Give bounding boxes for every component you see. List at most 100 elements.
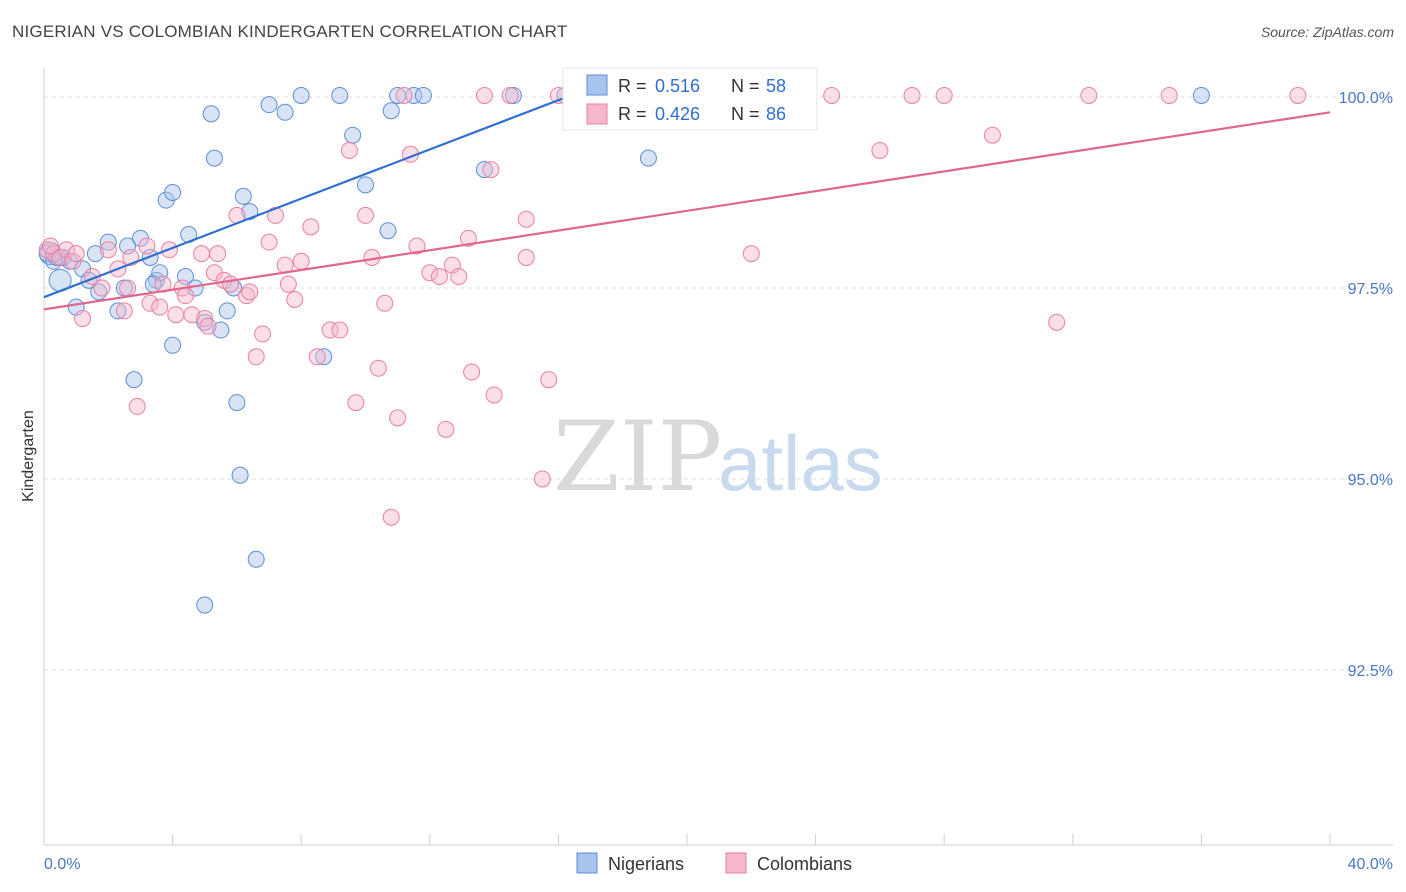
grid-lines <box>44 96 1393 671</box>
colombian-point <box>141 294 159 312</box>
colombian-point <box>167 306 185 324</box>
legend-r-value-2: 0.426 <box>655 104 700 124</box>
legend-r-value-1: 0.516 <box>655 76 700 96</box>
colombian-point <box>430 268 448 286</box>
colombian-point <box>193 245 211 263</box>
colombian-point <box>501 86 519 104</box>
stats-legend: R = 0.516 N = 58 R = 0.426 N = 86 <box>562 67 818 131</box>
nigerian-point <box>86 245 104 263</box>
legend-r-label-2: R = <box>618 104 647 124</box>
chart-title: NIGERIAN VS COLOMBIAN KINDERGARTEN CORRE… <box>12 22 568 41</box>
bottom-legend-swatch-colombians <box>725 852 747 874</box>
colombian-point <box>151 298 169 316</box>
colombian-point <box>286 290 304 308</box>
series-legend: Nigerians Colombians <box>576 852 852 874</box>
nigerian-point <box>234 187 252 205</box>
legend-n-value-2: 86 <box>766 104 786 124</box>
legend-n-value-1: 58 <box>766 76 786 96</box>
colombian-point <box>241 283 259 301</box>
colombian-point <box>437 420 455 438</box>
colombian-point <box>1289 86 1307 104</box>
colombian-point <box>395 86 413 104</box>
colombian-point <box>138 237 156 255</box>
x-tick-label-min: 0.0% <box>44 856 80 873</box>
colombian-point <box>983 126 1001 144</box>
nigerian-point <box>276 103 294 121</box>
colombian-point <box>421 264 439 282</box>
colombian-point <box>517 248 535 266</box>
colombian-point <box>463 363 481 381</box>
colombian-point <box>871 141 889 159</box>
y-tick-label: 92.5% <box>1348 663 1393 680</box>
colombian-point <box>408 237 426 255</box>
data-points <box>38 86 1307 614</box>
colombian-point <box>119 279 137 297</box>
nigerian-point <box>260 96 278 114</box>
watermark-atlas: atlas <box>718 419 883 507</box>
x-tick-label-max: 40.0% <box>1348 856 1393 873</box>
colombian-point <box>1080 86 1098 104</box>
colombian-point <box>369 359 387 377</box>
nigerian-point <box>125 371 143 389</box>
nigerian-point <box>109 302 127 320</box>
nigerian-point <box>119 237 137 255</box>
colombian-point <box>475 86 493 104</box>
colombian-point <box>340 141 358 159</box>
colombian-point <box>382 508 400 526</box>
nigerian-point <box>344 126 362 144</box>
watermark-zip: ZIP <box>553 401 722 513</box>
colombian-point <box>254 325 272 343</box>
nigerian-point <box>205 149 223 167</box>
colombian-point <box>331 321 349 339</box>
nigerian-point <box>331 86 349 104</box>
nigerian-point <box>164 184 182 201</box>
nigerian-point <box>639 149 657 167</box>
colombian-point <box>903 86 921 104</box>
colombian-point <box>357 206 374 224</box>
nigerian-point <box>247 550 265 568</box>
nigerian-point <box>1192 86 1210 104</box>
colombian-trend-line <box>43 111 1331 311</box>
colombian-point <box>517 210 535 228</box>
colombian-point <box>260 233 278 251</box>
colombian-point <box>93 279 111 297</box>
colombian-point <box>279 275 297 293</box>
nigerian-point <box>202 105 220 123</box>
colombian-point <box>347 394 365 412</box>
legend-r-label-1: R = <box>618 76 647 96</box>
legend-n-label-2: N = <box>731 104 760 124</box>
bottom-legend-label-colombians: Colombians <box>757 854 852 874</box>
colombian-point <box>533 470 551 488</box>
nigerian-point <box>414 86 432 104</box>
colombian-point <box>115 302 133 320</box>
colombian-point <box>41 237 59 255</box>
colombian-point <box>376 294 394 312</box>
colombian-point <box>1048 313 1066 331</box>
x-axis-ticks <box>43 834 1331 845</box>
colombian-point <box>67 245 85 263</box>
colombian-point <box>221 275 239 293</box>
colombian-point <box>450 268 468 286</box>
nigerian-point <box>475 161 493 179</box>
nigerian-point <box>228 394 246 412</box>
bottom-legend-swatch-nigerians <box>576 852 598 874</box>
legend-swatch-colombians <box>586 103 608 125</box>
colombian-point <box>308 348 326 366</box>
y-axis-tick-labels: 100.0% 97.5% 95.0% 92.5% <box>1339 90 1393 680</box>
colombian-point <box>935 86 953 104</box>
colombian-point <box>199 317 217 335</box>
nigerian-point <box>218 302 236 320</box>
trend-lines <box>43 80 1331 311</box>
nigerian-point <box>357 176 374 194</box>
nigerian-point <box>231 466 249 484</box>
colombian-point <box>292 252 310 270</box>
colombian-point <box>823 86 841 104</box>
nigerian-point <box>379 222 397 240</box>
colombian-point <box>1160 86 1178 104</box>
bottom-legend-label-nigerians: Nigerians <box>608 854 684 874</box>
legend-n-label-1: N = <box>731 76 760 96</box>
legend-swatch-nigerians <box>586 74 608 96</box>
nigerian-point <box>212 321 230 339</box>
colombian-point <box>540 371 558 389</box>
